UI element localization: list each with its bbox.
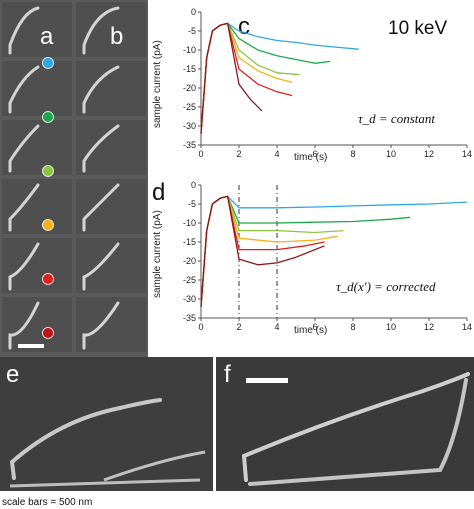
chart-c-series: [200, 22, 359, 134]
chart-c-xlabel: time (s): [294, 152, 327, 163]
x-tick-label: 6: [312, 322, 317, 332]
x-tick-label: 0: [198, 149, 203, 159]
sem-panel-ab: a b: [0, 0, 148, 357]
chart-c-axes: 0 2 4 6 8 10 12 14 0 -5 -10 -15 -20 -25 -30 -35: [183, 7, 472, 159]
panel-label-d: d: [152, 179, 165, 206]
sem-dot: [42, 165, 54, 177]
nanowire: [82, 301, 120, 350]
nanowire: [8, 124, 40, 173]
chart-c-ylabel: sample current (pA): [152, 40, 163, 128]
panel-label-f: f: [224, 361, 231, 388]
x-tick-label: 8: [350, 149, 355, 159]
panel-label-b: b: [110, 23, 123, 50]
y-tick-label: -30: [183, 294, 196, 304]
sem-panel-f: f: [216, 357, 474, 491]
sem-tile: [2, 120, 72, 175]
chart-d-series: [200, 195, 468, 307]
y-tick-label: -35: [183, 140, 196, 150]
sem-dot: [42, 219, 54, 231]
sem-dots: [42, 57, 54, 339]
x-tick-label: 12: [424, 322, 434, 332]
series-line-6: [200, 22, 263, 134]
y-tick-label: -10: [183, 218, 196, 228]
sem-tile: [2, 2, 72, 57]
sem-dot: [42, 111, 54, 123]
sem-tile: [76, 120, 146, 175]
y-tick-label: -20: [183, 83, 196, 93]
y-tick-label: -5: [188, 26, 196, 36]
series-line-2: [200, 22, 331, 134]
nanowire: [8, 6, 40, 55]
nanowire: [82, 242, 120, 291]
y-tick-label: -30: [183, 121, 196, 131]
sem-tile: [76, 238, 146, 293]
panel-label-e: e: [6, 361, 19, 388]
x-tick-label: 2: [236, 322, 241, 332]
chart-c-annotation-top: 10 keV: [388, 18, 447, 39]
nanowire: [8, 183, 40, 232]
scale-bar-f: [246, 378, 288, 383]
y-tick-label: 0: [191, 7, 196, 17]
x-tick-label: 4: [274, 149, 279, 159]
y-tick-label: -25: [183, 275, 196, 285]
chart-d: d τ_d(x′) = corrected sample current (pA…: [152, 179, 472, 336]
series-line-1: [200, 22, 359, 134]
nanowire: [82, 65, 120, 114]
sem-dot: [42, 273, 54, 285]
sem-panel-e: e: [0, 357, 213, 491]
sem-tiles: [2, 2, 146, 352]
chart-c: c 10 keV τ_d = constant sample current (…: [152, 7, 472, 163]
nanowire: [8, 301, 40, 350]
x-tick-label: 4: [274, 322, 279, 332]
y-tick-label: 0: [191, 180, 196, 190]
sem-tile: [2, 61, 72, 116]
chart-d-ylabel: sample current (pA): [152, 210, 163, 298]
y-tick-label: -25: [183, 102, 196, 112]
series-line-5: [200, 195, 325, 307]
x-tick-label: 2: [236, 149, 241, 159]
series-line-3: [200, 195, 344, 307]
scale-bar-caption: scale bars = 500 nm: [2, 497, 92, 508]
scale-bar-ab: [18, 344, 44, 348]
y-tick-label: -5: [188, 199, 196, 209]
chart-d-xlabel: time (s): [294, 325, 327, 336]
y-tick-label: -20: [183, 256, 196, 266]
sem-dot: [42, 327, 54, 339]
y-tick-label: -15: [183, 237, 196, 247]
sem-tile: [76, 297, 146, 352]
chart-d-annotation-formula: τ_d(x′) = corrected: [336, 279, 436, 294]
y-tick-label: -10: [183, 45, 196, 55]
x-tick-label: 10: [386, 322, 396, 332]
series-line-6: [200, 195, 325, 307]
sem-dot: [42, 57, 54, 69]
y-tick-label: -15: [183, 64, 196, 74]
x-tick-label: 12: [424, 149, 434, 159]
sem-tile: [76, 179, 146, 234]
chart-d-axes: 0 2 4 6 8 10 12 14 0 -5 -10 -15 -20 -25 -30 -35: [183, 180, 472, 332]
x-tick-label: 14: [462, 149, 472, 159]
x-tick-label: 8: [350, 322, 355, 332]
nanowire: [82, 124, 120, 173]
nanowire: [8, 65, 40, 114]
nanowire: [82, 183, 120, 232]
x-tick-label: 0: [198, 322, 203, 332]
chart-c-annotation-formula: τ_d = constant: [358, 111, 435, 126]
x-tick-label: 6: [312, 149, 317, 159]
series-line-4: [200, 195, 338, 307]
panel-label-a: a: [40, 23, 54, 50]
x-tick-label: 10: [386, 149, 396, 159]
nanowire: [8, 242, 40, 291]
panel-label-c: c: [238, 13, 250, 40]
nanowire: [82, 6, 120, 55]
y-tick-label: -35: [183, 313, 196, 323]
x-tick-label: 14: [462, 322, 472, 332]
